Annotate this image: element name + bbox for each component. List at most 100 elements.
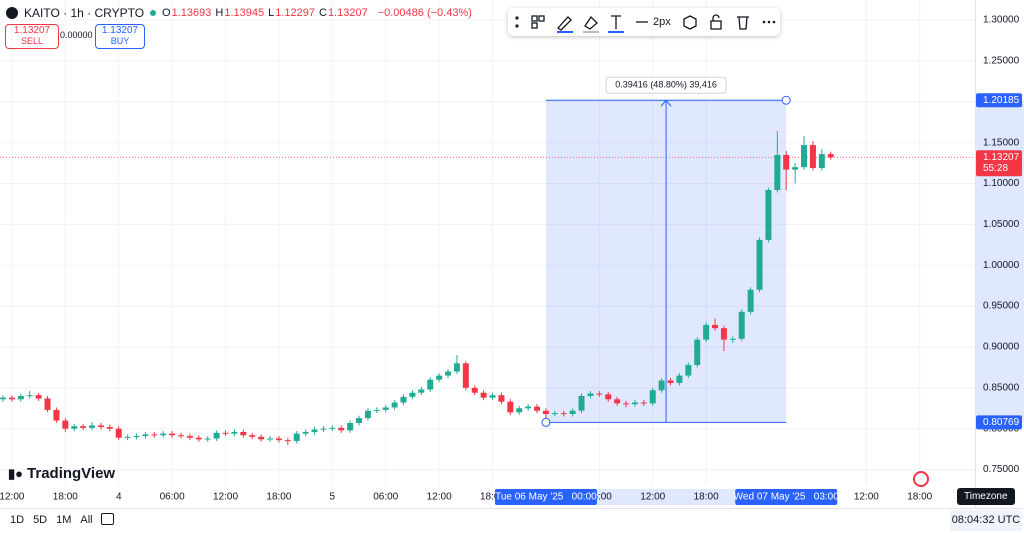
- candle-body: [480, 392, 487, 398]
- candle-body: [783, 154, 790, 170]
- y-tick-label: 1.00000: [983, 260, 1020, 271]
- candle-body: [569, 410, 576, 414]
- candle-body: [133, 436, 140, 438]
- candle-body: [347, 422, 354, 431]
- change: −0.00486 (−0.43%): [377, 7, 472, 19]
- candle-body: [587, 393, 594, 397]
- candle-body: [436, 375, 443, 380]
- candle-body: [275, 438, 282, 441]
- candle-body: [774, 154, 781, 191]
- range-button[interactable]: 5D: [33, 514, 48, 526]
- settings-icon[interactable]: [683, 15, 697, 30]
- candle-body: [560, 413, 567, 415]
- candle-body: [658, 380, 665, 391]
- y-tick-label: 0.85000: [983, 382, 1020, 393]
- candle-body: [462, 363, 469, 388]
- x-tick-label: 06:00: [160, 492, 185, 503]
- handle[interactable]: [541, 417, 551, 427]
- candle-body: [747, 289, 754, 312]
- measure-label: 0.39416 (48.80%) 39,416: [615, 80, 717, 90]
- range-button[interactable]: All: [80, 514, 93, 526]
- candle-body: [453, 363, 460, 372]
- lock-icon[interactable]: [710, 20, 722, 30]
- bottom-border: [0, 508, 1024, 509]
- symbol[interactable]: KAITO · 1h · CRYPTO: [24, 6, 145, 20]
- y-tick-label: 1.30000: [983, 15, 1020, 26]
- line-width[interactable]: 2px: [653, 16, 671, 28]
- candle-body: [311, 429, 318, 432]
- line-color-icon[interactable]: [557, 16, 572, 31]
- legend: KAITO · 1h · CRYPTO O1.13693 H1.13945 L1.1…: [6, 6, 472, 20]
- candle-body: [667, 380, 674, 383]
- candle-body: [738, 311, 745, 339]
- ohlc-label: C: [318, 7, 327, 19]
- spread: 0.00000: [60, 30, 93, 40]
- candle-body: [195, 437, 202, 440]
- fill-color-swatch: [583, 31, 599, 33]
- time-tag-label: Wed 07 May '25 03:00: [734, 492, 840, 503]
- x-tick-label: 5: [330, 492, 336, 503]
- candle-body: [329, 427, 336, 429]
- buy-label: BUY: [110, 36, 130, 46]
- ohlc-value: 1.13693: [171, 7, 212, 19]
- flag-icon: [913, 471, 929, 487]
- more-dot: [772, 20, 776, 24]
- candle-body: [605, 394, 612, 400]
- sell-button[interactable]: 1.13207 SELL: [5, 24, 59, 49]
- y-tick-label: 1.05000: [983, 219, 1020, 230]
- candle-body: [89, 425, 96, 428]
- candle-body: [391, 402, 398, 408]
- measure-label-box: [605, 76, 727, 94]
- candle-body: [178, 435, 185, 437]
- candle-body: [124, 436, 131, 438]
- range-button[interactable]: 1M: [56, 514, 72, 526]
- candle-body: [80, 426, 87, 428]
- ohlc-label: O: [162, 7, 171, 19]
- delete-icon[interactable]: [737, 16, 749, 30]
- candle-body: [409, 392, 416, 397]
- arrow-head: [660, 99, 672, 107]
- candle-body: [151, 434, 158, 436]
- x-tick-label: 12:00: [640, 492, 665, 503]
- candle-body: [0, 397, 7, 400]
- x-tick-label: 18:00: [266, 492, 291, 503]
- candle-body: [640, 402, 647, 404]
- candle-body: [427, 379, 434, 390]
- candle-body: [62, 420, 69, 429]
- candle-body: [534, 406, 541, 411]
- candle-body: [71, 426, 78, 429]
- range-button[interactable]: 1D: [10, 514, 25, 526]
- candle-body: [106, 427, 113, 429]
- candle-body: [792, 167, 799, 170]
- candle-body: [373, 409, 380, 411]
- candle-body: [222, 432, 229, 434]
- ohlc-value: 1.13945: [224, 7, 265, 19]
- candle-body: [516, 408, 523, 413]
- fill-color-icon[interactable]: [584, 15, 598, 30]
- drag-handle: [515, 24, 519, 28]
- candle-body: [26, 395, 33, 397]
- price-tag: [976, 150, 1022, 177]
- price-axis-border: [975, 0, 976, 508]
- candle-body: [596, 393, 603, 395]
- clock[interactable]: 08:04:32 UTC: [950, 510, 1022, 531]
- calendar-icon[interactable]: [101, 513, 114, 525]
- price-tag-label: 0.80769: [983, 417, 1020, 428]
- candle-body: [631, 402, 638, 405]
- time-tag: [494, 489, 597, 505]
- time-tag-label: Tue 06 May '25 00:00: [495, 492, 597, 503]
- sell-label: SELL: [20, 36, 44, 46]
- ohlc-value: 1.13207: [327, 7, 368, 19]
- candle-body: [302, 431, 309, 434]
- candle-body: [53, 409, 60, 421]
- handle[interactable]: [781, 95, 791, 105]
- more-dot[interactable]: [762, 20, 766, 24]
- text-color-icon[interactable]: [611, 15, 621, 29]
- x-tick-label: 06:00: [587, 492, 612, 503]
- buy-button[interactable]: 1.13207 BUY: [95, 24, 145, 49]
- candle-body: [364, 410, 371, 419]
- templates-icon[interactable]: [531, 15, 538, 22]
- buy-price: 1.13207: [101, 25, 139, 36]
